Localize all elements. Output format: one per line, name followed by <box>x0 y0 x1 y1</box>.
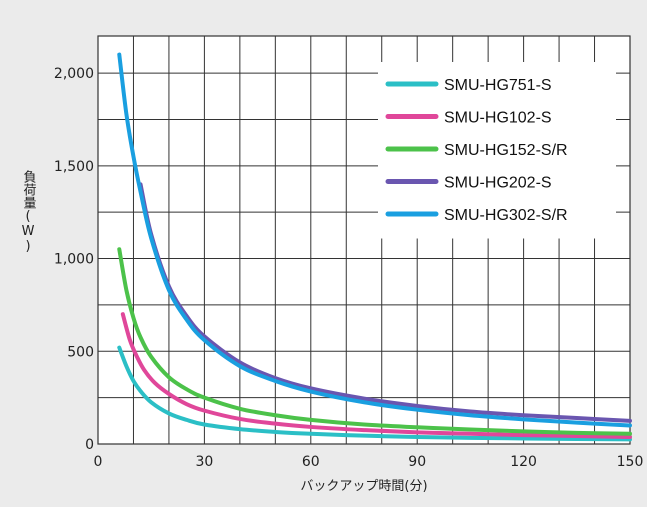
y-tick-label: 2,000 <box>54 66 94 82</box>
y-tick-label: 1,000 <box>54 252 94 268</box>
y-tick-label: 1,500 <box>54 159 94 175</box>
y-tick-label: 500 <box>67 344 94 360</box>
x-tick-label: 120 <box>510 454 537 470</box>
plot-frame <box>97 35 631 445</box>
ticks-layer: 0 30 60 90 120 150 0 500 1,000 1,500 2,000 <box>54 66 643 470</box>
series-line-2 <box>120 312 632 439</box>
legend-label: SMU-HG102-S <box>444 110 552 127</box>
legend-label: SMU-HG152-S/R <box>444 142 568 159</box>
y-tick-label: 0 <box>85 437 94 453</box>
x-tick-label: 150 <box>617 454 644 470</box>
series-line-3 <box>117 247 632 436</box>
series-line-1 <box>117 345 632 442</box>
y-axis-title: 負荷量(W) <box>21 170 37 254</box>
legend-label: SMU-HG202-S <box>444 175 552 192</box>
x-tick-label: 30 <box>195 454 213 470</box>
series-line-5 <box>117 52 632 428</box>
x-tick-label: 0 <box>94 454 103 470</box>
x-tick-label: 90 <box>408 454 426 470</box>
legend-label: SMU-HG751-S <box>444 77 552 94</box>
legend-label: SMU-HG302-S/R <box>444 207 568 224</box>
x-tick-label: 60 <box>302 454 320 470</box>
series-layer <box>117 52 632 442</box>
legend: SMU-HG751-S SMU-HG102-S SMU-HG152-S/R SMU-H… <box>378 62 616 239</box>
x-axis-title: バックアップ時間(分) <box>300 479 427 494</box>
